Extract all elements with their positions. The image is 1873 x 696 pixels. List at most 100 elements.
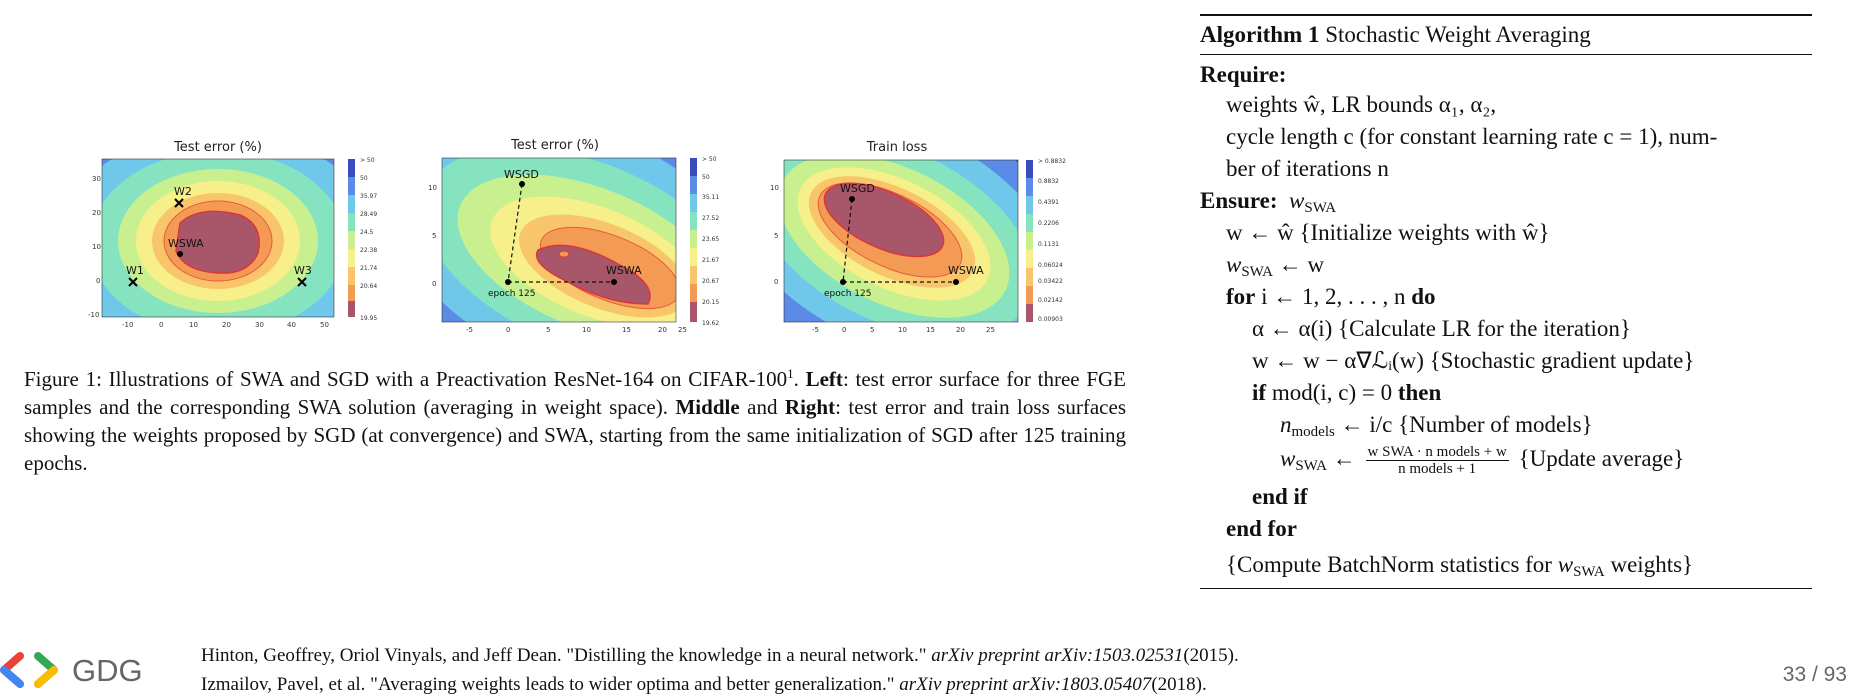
require-line: weights ŵ, LR bounds α₁, α₂, [1226, 92, 1497, 117]
algo-step: nmodels ← i/c {Number of models} [1280, 410, 1593, 447]
step-rest: ← w [1273, 252, 1325, 277]
panel-title: Train loss [866, 140, 928, 155]
rule [1200, 588, 1812, 589]
point-label-w2: W2 [174, 185, 192, 198]
colorbar-label: > 50 [702, 156, 717, 163]
x-tick: -5 [466, 326, 473, 334]
colorbar-label: 0.1131 [1038, 241, 1059, 248]
if-keyword: if [1252, 380, 1267, 405]
x-tick: 5 [546, 326, 550, 334]
caption-prefix: Figure 1: Illustrations of SWA and SGD w… [24, 367, 788, 391]
for-keyword: for [1226, 284, 1256, 309]
point-label-wswa: WSWA [948, 264, 984, 277]
x-tick: 20 [658, 326, 667, 334]
x-tick: 0 [842, 326, 846, 334]
colorbar-label: 0.00903 [1038, 316, 1063, 323]
panel-title: Test error (%) [174, 140, 262, 155]
y-tick: 10 [770, 184, 779, 192]
reference-venue: arXiv preprint arXiv:1803.05407 [899, 674, 1152, 695]
x-tick: 10 [582, 326, 591, 334]
algo-step: {Compute BatchNorm statistics for wSWA w… [1226, 550, 1693, 587]
colorbar-label: 19.95 [360, 315, 377, 322]
colorbar-label: 20.15 [702, 299, 719, 306]
y-tick: 5 [432, 232, 436, 240]
subscript: SWA [1295, 458, 1328, 474]
reference-venue: arXiv preprint arXiv:1503.02531 [931, 645, 1184, 666]
var-w: w [1280, 446, 1296, 471]
ensure-line: Ensure: wSWA [1200, 186, 1336, 223]
gdg-logo-icon [0, 652, 58, 688]
x-tick: 20 [956, 326, 965, 334]
colorbar [690, 158, 697, 322]
algo-step: α ← α(i) {Calculate LR for the iteration… [1252, 316, 1631, 341]
colorbar-label: 21.74 [360, 265, 377, 272]
y-tick: 20 [92, 209, 101, 217]
panel-title: Test error (%) [511, 138, 599, 153]
point-label-wswa: WSWA [606, 264, 642, 277]
y-tick: 0 [432, 280, 436, 288]
y-tick: 0 [774, 278, 778, 286]
reference-text: Izmailov, Pavel, et al. "Averaging weigh… [201, 674, 900, 695]
subscript: SWA [1304, 200, 1337, 216]
endfor-keyword: end for [1226, 516, 1297, 541]
batchnorm-prefix: {Compute BatchNorm statistics for [1226, 552, 1558, 577]
colorbar-label: 35.97 [360, 193, 377, 200]
x-tick: 15 [622, 326, 631, 334]
colorbar-label: 21.67 [702, 257, 719, 264]
algo-step: w ← ŵ {Initialize weights with ŵ} [1226, 220, 1550, 245]
fraction-denominator: n models + 1 [1398, 461, 1477, 478]
colorbar-label: 24.5 [360, 229, 374, 236]
if-condition: mod(i, c) = 0 [1266, 380, 1398, 405]
colorbar-label: 28.49 [360, 211, 377, 218]
caption-middle-label: Middle [675, 395, 740, 419]
for-range: i ← 1, 2, . . . , n [1255, 284, 1412, 309]
algo-step: wSWA ← w [1226, 250, 1324, 287]
caption-right-text: : test error and train loss surfaces sho… [24, 395, 1127, 475]
colorbar-label: 27.52 [702, 215, 719, 222]
reference-text: Hinton, Geoffrey, Oriol Vinyals, and Jef… [201, 645, 932, 666]
for-line: for i ← 1, 2, . . . , n do [1226, 282, 1436, 312]
y-tick: -10 [88, 311, 99, 319]
require-line: ber of iterations n [1226, 156, 1389, 181]
x-tick: -5 [812, 326, 819, 334]
y-tick: 10 [428, 184, 437, 192]
point-label-w1: W1 [126, 264, 144, 277]
x-tick: -10 [122, 321, 133, 329]
batchnorm-suffix: weights} [1604, 552, 1694, 577]
contour-plot-right: WSGD WSWA epoch 125 -5 0 5 10 15 20 25 1… [770, 158, 1066, 334]
update-comment: {Update average} [1518, 446, 1685, 471]
x-tick: 20 [222, 321, 231, 329]
rule [1200, 14, 1812, 16]
x-tick: 0 [159, 321, 163, 329]
references: Hinton, Geoffrey, Oriol Vinyals, and Jef… [201, 641, 1239, 696]
y-tick: 30 [92, 175, 101, 183]
point-label-wswa: WSWA [168, 237, 204, 250]
colorbar-label: > 50 [360, 157, 375, 164]
x-tick: 5 [870, 326, 874, 334]
x-tick: 0 [506, 326, 510, 334]
colorbar-label: 22.38 [360, 247, 377, 254]
epoch-label: epoch 125 [824, 289, 871, 299]
colorbar-label: 0.06024 [1038, 262, 1063, 269]
caption-right-label: Right [784, 395, 836, 419]
colorbar-label: 20.64 [360, 283, 377, 290]
page-number: 33 / 93 [1782, 663, 1847, 686]
reference-item: Izmailov, Pavel, et al. "Averaging weigh… [201, 670, 1239, 696]
ensure-var: w [1289, 188, 1305, 213]
var-w: w [1557, 552, 1574, 577]
reference-year: (2018). [1151, 674, 1207, 695]
require-line: cycle length c (for constant learning ra… [1226, 124, 1718, 149]
colorbar-label: 35.11 [702, 194, 719, 201]
colorbar-label: 0.02142 [1038, 297, 1063, 304]
var-w: w [1226, 252, 1242, 277]
x-tick: 25 [678, 326, 687, 334]
y-tick: 10 [92, 243, 101, 251]
update-fraction: w SWA · n models + w n models + 1 [1365, 444, 1509, 478]
x-tick: 10 [898, 326, 907, 334]
contour-plot-left: W2 WSWA W1 W3 -10 0 10 20 30 40 50 30 20… [88, 157, 377, 329]
algo-step: w ← w − α∇ℒᵢ(w) {Stochastic gradient upd… [1252, 348, 1695, 373]
endif-keyword: end if [1252, 484, 1308, 509]
colorbar-label: 0.2206 [1038, 220, 1059, 227]
colorbar [348, 159, 355, 317]
x-tick: 50 [320, 321, 329, 329]
